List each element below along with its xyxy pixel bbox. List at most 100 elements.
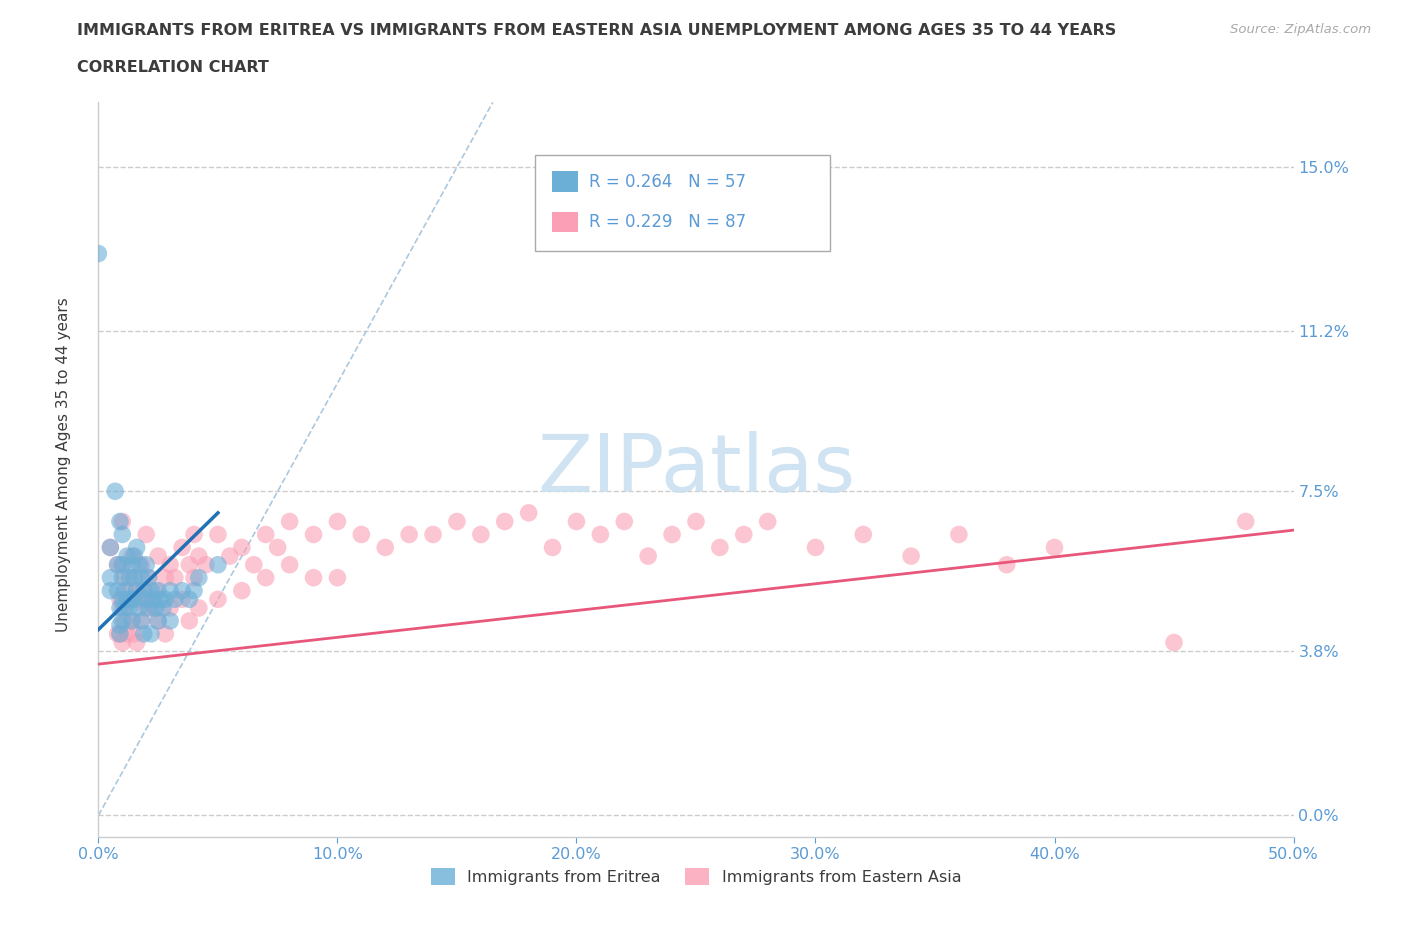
Point bbox=[138, 570, 160, 585]
Point bbox=[108, 627, 131, 642]
Point bbox=[142, 591, 165, 606]
Point bbox=[278, 514, 301, 529]
Point bbox=[398, 527, 420, 542]
Point bbox=[124, 627, 146, 642]
Point bbox=[589, 527, 612, 542]
Point bbox=[163, 591, 186, 606]
Point bbox=[125, 583, 148, 598]
Point bbox=[125, 635, 148, 650]
Point bbox=[172, 583, 194, 598]
Point bbox=[98, 540, 122, 555]
Point bbox=[685, 514, 707, 529]
Point bbox=[115, 583, 138, 598]
Point bbox=[124, 570, 146, 585]
Point bbox=[219, 549, 242, 564]
Point bbox=[565, 514, 588, 529]
Point bbox=[900, 549, 922, 564]
Point bbox=[108, 601, 131, 616]
Point bbox=[1234, 514, 1257, 529]
Point bbox=[179, 557, 201, 572]
Text: R = 0.229   N = 87: R = 0.229 N = 87 bbox=[589, 213, 747, 232]
Point bbox=[107, 583, 129, 598]
Point bbox=[187, 570, 209, 585]
Point bbox=[132, 627, 155, 642]
Point bbox=[709, 540, 731, 555]
Point bbox=[278, 557, 301, 572]
Point bbox=[231, 583, 253, 598]
Point bbox=[148, 614, 170, 629]
Point bbox=[446, 514, 468, 529]
Point bbox=[111, 557, 134, 572]
Point bbox=[131, 614, 153, 629]
Point bbox=[121, 614, 143, 629]
Point bbox=[108, 618, 131, 632]
Point bbox=[756, 514, 779, 529]
Point bbox=[852, 527, 875, 542]
Point bbox=[124, 591, 146, 606]
Point bbox=[179, 591, 201, 606]
Point bbox=[145, 583, 167, 598]
Point bbox=[139, 591, 162, 606]
Point bbox=[121, 614, 143, 629]
Point bbox=[207, 591, 229, 606]
Point bbox=[326, 514, 349, 529]
Point bbox=[163, 570, 186, 585]
Point bbox=[1163, 635, 1185, 650]
Point bbox=[115, 591, 138, 606]
Point bbox=[159, 614, 181, 629]
Point bbox=[131, 614, 153, 629]
Point bbox=[159, 601, 181, 616]
Point bbox=[111, 570, 134, 585]
Point bbox=[114, 601, 136, 616]
Point bbox=[118, 591, 141, 606]
Point bbox=[107, 557, 129, 572]
Point bbox=[948, 527, 970, 542]
Point bbox=[149, 591, 172, 606]
Point bbox=[111, 591, 134, 606]
Point bbox=[131, 557, 153, 572]
Point bbox=[118, 570, 141, 585]
Point bbox=[183, 570, 205, 585]
Point bbox=[267, 540, 290, 555]
Point bbox=[87, 246, 110, 261]
Point bbox=[187, 601, 209, 616]
Point bbox=[804, 540, 827, 555]
Point bbox=[114, 614, 136, 629]
Point bbox=[195, 557, 218, 572]
Point bbox=[142, 601, 165, 616]
Point bbox=[107, 627, 129, 642]
Point bbox=[131, 570, 153, 585]
Point bbox=[148, 583, 170, 598]
Point bbox=[128, 591, 150, 606]
Point bbox=[422, 527, 444, 542]
Point bbox=[350, 527, 373, 542]
Point bbox=[155, 627, 177, 642]
Point bbox=[733, 527, 755, 542]
Point bbox=[132, 583, 155, 598]
Point bbox=[124, 570, 146, 585]
Point bbox=[111, 614, 134, 629]
Point bbox=[125, 583, 148, 598]
Point bbox=[135, 601, 157, 616]
Point bbox=[155, 591, 177, 606]
Point bbox=[124, 549, 146, 564]
Point bbox=[108, 514, 131, 529]
Point bbox=[152, 601, 174, 616]
Point bbox=[135, 557, 157, 572]
Point bbox=[98, 570, 122, 585]
Point bbox=[183, 583, 205, 598]
Point bbox=[138, 570, 160, 585]
Point bbox=[494, 514, 516, 529]
Point bbox=[541, 540, 564, 555]
Legend: Immigrants from Eritrea, Immigrants from Eastern Asia: Immigrants from Eritrea, Immigrants from… bbox=[425, 862, 967, 892]
Point bbox=[135, 527, 157, 542]
Point bbox=[172, 591, 194, 606]
Point bbox=[159, 557, 181, 572]
Point bbox=[302, 527, 325, 542]
Point bbox=[517, 505, 540, 520]
Point bbox=[155, 570, 177, 585]
Point bbox=[111, 635, 134, 650]
Point bbox=[108, 591, 131, 606]
Point bbox=[148, 614, 170, 629]
Point bbox=[118, 601, 141, 616]
